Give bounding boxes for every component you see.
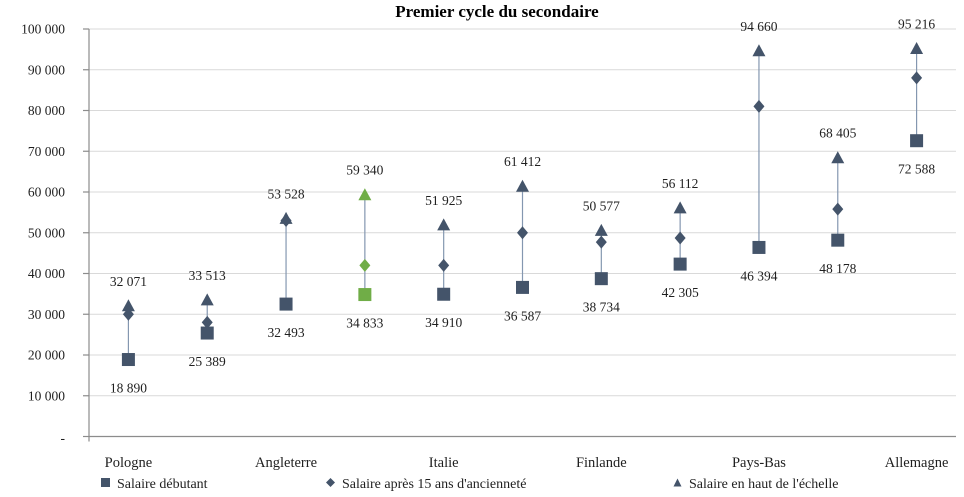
marker-top-triangle <box>910 41 924 54</box>
x-axis-label: Italie <box>429 455 459 471</box>
marker-start-square <box>516 280 529 294</box>
marker-after15-diamond <box>438 258 450 272</box>
data-label-top: 68 405 <box>819 126 856 141</box>
marker-top-triangle <box>200 293 214 306</box>
x-axis-label: Finlande <box>576 455 627 471</box>
marker-after15-diamond <box>595 235 607 249</box>
data-label-top: 32 071 <box>110 274 147 289</box>
marker-top-triangle <box>752 44 766 57</box>
marker-top-triangle <box>673 201 687 214</box>
y-tick-label: 40 000 <box>28 266 65 281</box>
marker-start-square <box>121 353 135 367</box>
marker-start-square <box>279 297 293 311</box>
y-tick-label: 30 000 <box>28 307 65 322</box>
legend-label: Salaire en haut de l'échelle <box>689 477 839 492</box>
data-label-top: 94 660 <box>740 19 777 34</box>
chart-title: Premier cycle du secondaire <box>395 2 599 21</box>
data-label-start: 72 588 <box>898 162 935 177</box>
x-axis-label: Angleterre <box>255 455 317 471</box>
marker-top-triangle <box>831 151 845 164</box>
data-label-top: 59 340 <box>346 163 383 178</box>
marker-start-square <box>358 288 372 302</box>
marker-start-square <box>673 257 687 271</box>
marker-start-square <box>594 272 608 286</box>
marker-after15-diamond <box>674 231 686 245</box>
legend-item-diamond: Salaire après 15 ans d'ancienneté <box>325 476 526 494</box>
marker-start-square <box>910 134 924 148</box>
marker-top-triangle <box>121 299 135 312</box>
data-label-start: 32 493 <box>267 325 304 340</box>
marker-after15-diamond <box>911 71 923 85</box>
data-label-start: 34 910 <box>425 315 462 330</box>
y-tick-label: 20 000 <box>28 348 65 363</box>
marker-start-square <box>200 326 214 340</box>
legend-label: Salaire après 15 ans d'ancienneté <box>342 477 527 492</box>
square-legend-icon <box>100 477 111 493</box>
y-tick-label: - <box>61 431 66 446</box>
data-label-top: 53 528 <box>267 186 304 201</box>
y-tick-label: 10 000 <box>28 388 65 403</box>
data-label-start: 18 890 <box>110 381 147 396</box>
data-label-start: 48 178 <box>819 261 856 276</box>
marker-after15-diamond <box>359 258 371 272</box>
marker-start-square <box>752 240 766 254</box>
y-tick-label: 100 000 <box>21 22 65 37</box>
data-label-start: 42 305 <box>662 285 699 300</box>
data-label-start: 34 833 <box>346 316 383 331</box>
data-label-start: 36 587 <box>504 308 541 323</box>
plot-area: - 10 000 20 000 30 000 40 000 50 000 60 000 70 … <box>21 16 956 471</box>
data-label-top: 50 577 <box>583 198 620 213</box>
data-label-top: 61 412 <box>504 154 541 169</box>
x-axis-label: Pologne <box>105 455 153 471</box>
marker-start-square <box>437 287 451 301</box>
legend-label: Salaire débutant <box>117 477 208 492</box>
marker-top-triangle <box>437 218 451 231</box>
data-label-start: 38 734 <box>583 300 620 315</box>
marker-top-triangle <box>594 223 608 236</box>
legend-item-square: Salaire débutant <box>100 476 208 494</box>
data-label-top: 56 112 <box>662 176 699 191</box>
marker-top-triangle <box>516 179 529 192</box>
y-tick-label: 70 000 <box>28 144 65 159</box>
x-axis-label: Allemagne <box>885 455 949 471</box>
x-axis-label: Pays-Bas <box>732 455 786 471</box>
triangle-legend-icon <box>672 477 683 493</box>
marker-top-triangle <box>358 188 372 201</box>
y-tick-label: 60 000 <box>28 185 65 200</box>
data-label-top: 51 925 <box>425 193 462 208</box>
y-tick-label: 90 000 <box>28 62 65 77</box>
marker-after15-diamond <box>832 202 844 216</box>
marker-after15-diamond <box>201 315 213 329</box>
legend-item-triangle: Salaire en haut de l'échelle <box>672 476 838 494</box>
data-label-start: 46 394 <box>740 268 777 283</box>
y-tick-label: 50 000 <box>28 225 65 240</box>
marker-top-triangle <box>279 211 293 224</box>
data-label-top: 33 513 <box>189 268 226 283</box>
marker-after15-diamond <box>517 226 528 240</box>
data-label-start: 25 389 <box>189 354 226 369</box>
marker-start-square <box>831 233 845 247</box>
diamond-legend-icon <box>325 477 336 493</box>
y-tick-label: 80 000 <box>28 103 65 118</box>
data-label-top: 95 216 <box>898 16 935 31</box>
marker-after15-diamond <box>753 99 765 113</box>
